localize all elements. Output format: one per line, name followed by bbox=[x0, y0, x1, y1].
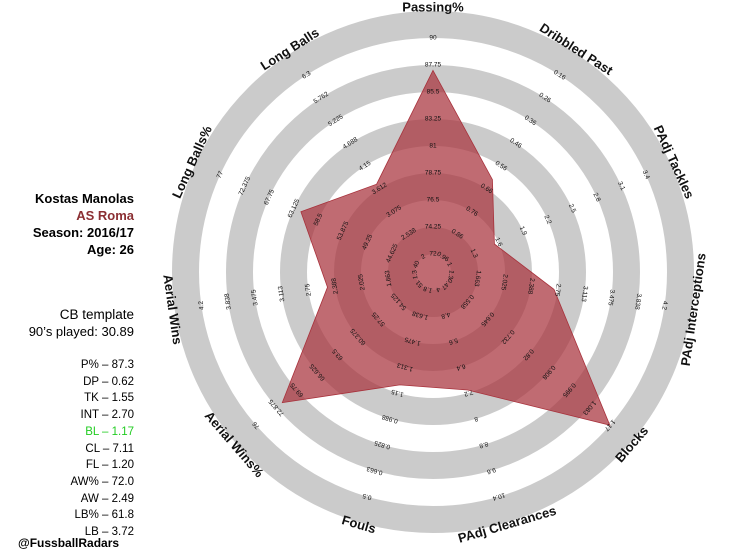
tick-label: 1.8 bbox=[422, 284, 433, 293]
player-name: Kostas Manolas bbox=[35, 191, 134, 206]
tick-label: 8.8 bbox=[478, 440, 489, 449]
tick-label: 87.75 bbox=[425, 62, 442, 69]
age-label: Age: 26 bbox=[87, 242, 134, 257]
stat-item: INT – 2.70 bbox=[80, 409, 135, 422]
tick-label: 2.2 bbox=[542, 214, 552, 225]
stat-item: AW – 2.49 bbox=[80, 492, 134, 505]
tick-label: 2.025 bbox=[357, 273, 366, 290]
tick-label: 5.6 bbox=[448, 336, 459, 345]
tick-label: 85.5 bbox=[427, 89, 440, 96]
tick-label: 3.838 bbox=[224, 293, 233, 310]
tick-label: 0.825 bbox=[373, 439, 391, 450]
template-title: CB template bbox=[59, 307, 134, 322]
tick-label: 3.113 bbox=[580, 285, 589, 302]
tick-label: 40 bbox=[412, 259, 422, 269]
tick-label: 1.663 bbox=[384, 269, 393, 286]
stat-item: P% – 87.3 bbox=[80, 359, 134, 371]
stat-item: BL – 1.17 bbox=[85, 425, 134, 438]
tick-label: 83.25 bbox=[425, 116, 442, 123]
tick-label: 1.6 bbox=[493, 237, 503, 248]
tick-label: 0.988 bbox=[381, 413, 399, 424]
tick-label: 2.75 bbox=[553, 283, 562, 297]
tick-label: 7.2 bbox=[463, 388, 474, 397]
stat-item: TK – 1.55 bbox=[84, 392, 134, 405]
credit-label: @FussballRadars bbox=[18, 536, 120, 550]
tick-label: 3.475 bbox=[606, 289, 615, 306]
stat-item: AW% – 72.0 bbox=[70, 475, 135, 488]
tick-label: 1.3 bbox=[446, 270, 454, 280]
tick-label: 4.2 bbox=[660, 300, 668, 310]
tick-label: 3.838 bbox=[633, 293, 642, 310]
stat-item: LB% – 61.8 bbox=[74, 509, 134, 522]
stat-item: DP – 0.62 bbox=[83, 375, 134, 388]
tick-label: 3.475 bbox=[250, 289, 259, 306]
tick-label: 76.5 bbox=[427, 197, 440, 204]
axis-label: Passing% bbox=[402, 0, 464, 14]
tick-label: 1.3 bbox=[469, 248, 479, 259]
tick-label: 2.388 bbox=[526, 278, 535, 295]
team-name: AS Roma bbox=[76, 208, 134, 223]
tick-label: 1 bbox=[445, 261, 453, 268]
stat-item: FL – 1.20 bbox=[85, 459, 134, 472]
tick-label: 77 bbox=[216, 170, 226, 180]
tick-label: 90 bbox=[429, 35, 437, 42]
tick-label: 1.663 bbox=[473, 270, 482, 287]
tick-label: 1.15 bbox=[390, 387, 404, 397]
tick-label: 3.113 bbox=[277, 285, 286, 302]
tick-label: 2.025 bbox=[499, 274, 508, 291]
tick-label: 1.313 bbox=[396, 361, 414, 372]
tick-label: 1.3 bbox=[411, 269, 419, 279]
tick-label: 3.1 bbox=[616, 181, 626, 192]
tick-label: 0.663 bbox=[366, 465, 384, 476]
tick-label: 58.5 bbox=[313, 212, 325, 227]
tick-label: 10.4 bbox=[491, 491, 505, 501]
tick-label: 81 bbox=[429, 143, 437, 150]
player-info: Kostas Manolas AS Roma Season: 2016/17 A… bbox=[14, 190, 134, 258]
tick-label: 2.5 bbox=[567, 203, 577, 214]
tick-label: 74.25 bbox=[425, 224, 442, 231]
player-data-polygon bbox=[281, 69, 611, 426]
tick-label: 2.8 bbox=[591, 192, 601, 203]
tick-label: 8 bbox=[473, 415, 479, 423]
stats-list: P% – 87.3 DP – 0.62 TK – 1.55 INT – 2.70 BL … bbox=[14, 357, 135, 541]
tick-label: 1.638 bbox=[411, 309, 429, 320]
tick-label: 6.4 bbox=[455, 362, 466, 371]
tick-label: 2.75 bbox=[304, 283, 313, 297]
tick-label: 51 bbox=[414, 278, 424, 288]
tick-label: 4.2 bbox=[197, 300, 205, 310]
ring-band bbox=[172, 11, 694, 533]
tick-label: 6.3 bbox=[301, 70, 313, 81]
tick-label: 1.475 bbox=[404, 335, 422, 346]
season-label: Season: 2016/17 bbox=[32, 225, 134, 240]
tick-label: 2.388 bbox=[331, 277, 340, 294]
stat-item: LB – 3.72 bbox=[84, 526, 134, 539]
tick-label: 78.75 bbox=[425, 170, 442, 177]
tick-label: 72 bbox=[429, 251, 437, 258]
minutes-played: 90’s played: 30.89 bbox=[28, 324, 134, 339]
stat-item: CL – 7.11 bbox=[85, 442, 134, 455]
tick-label: 2 bbox=[420, 253, 427, 261]
template-info: CB template 90’s played: 30.89 bbox=[14, 306, 134, 340]
tick-label: 4.8 bbox=[440, 310, 451, 319]
tick-label: 76 bbox=[251, 420, 261, 430]
tick-label: 1.9 bbox=[518, 225, 528, 236]
tick-label: 4 bbox=[435, 285, 441, 293]
tick-label: 3.4 bbox=[641, 169, 651, 180]
tick-label: 0.5 bbox=[362, 492, 373, 501]
tick-label: 9.6 bbox=[486, 466, 497, 475]
